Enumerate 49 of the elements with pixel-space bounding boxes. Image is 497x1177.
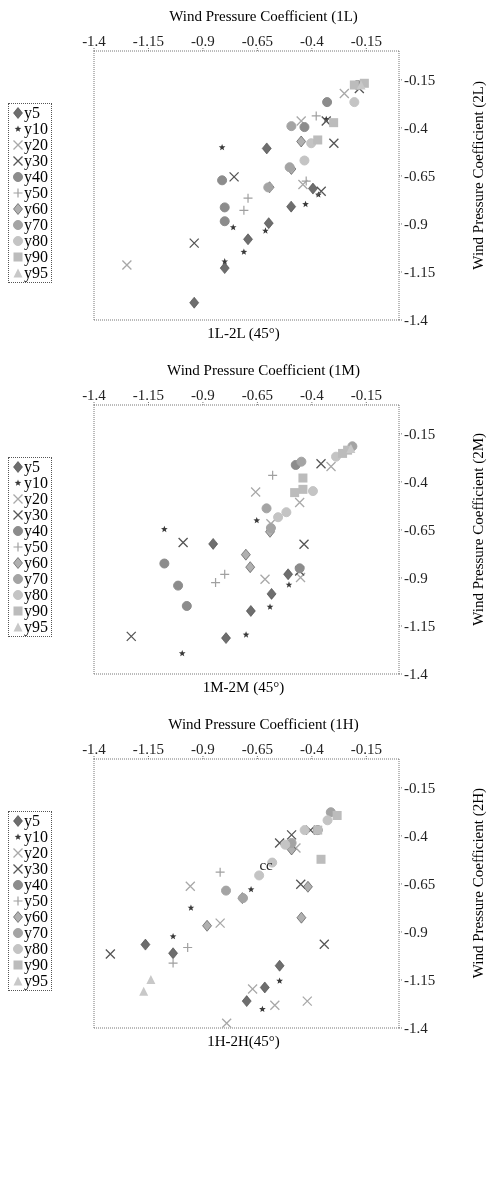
y-tick-label: -1.4 — [404, 1020, 429, 1037]
legend-label: y5 — [24, 104, 40, 121]
y-tick-label: -1.15 — [404, 618, 436, 635]
x-tick-label: -0.15 — [350, 741, 382, 757]
x-tick-label: -0.9 — [191, 741, 215, 757]
x-tick-label: -0.4 — [299, 387, 325, 403]
x-tick-label: -0.9 — [191, 33, 215, 49]
x-tick-label: -1.4 — [82, 33, 107, 49]
y-tick-label: -1.4 — [404, 312, 429, 329]
x-tick-label: -0.9 — [191, 387, 215, 403]
y-tick-label: -0.15 — [404, 426, 436, 443]
x-tick-label: -1.15 — [132, 33, 165, 49]
x-tick-label: -0.15 — [350, 33, 382, 49]
y-axis-title: Wind Pressure Coefficient (2M) — [470, 432, 487, 626]
x-axis-title: Wind Pressure Coefficient (1M) — [166, 362, 361, 379]
x-tick-label: -0.4 — [299, 33, 325, 49]
x-tick-label: -0.15 — [350, 387, 382, 403]
y-axis-title: Wind Pressure Coefficient (2H) — [470, 787, 487, 979]
x-tick-label: -0.65 — [241, 33, 274, 49]
x-tick-label: -1.15 — [132, 741, 165, 757]
y-tick-label: -0.9 — [404, 570, 428, 587]
annotation: cc — [259, 857, 274, 873]
text: 1M-2M (45°) — [202, 679, 285, 695]
y-tick-label: -0.4 — [404, 120, 429, 137]
x-axis-title: Wind Pressure Coefficient (1H) — [167, 716, 360, 733]
x-tick-label: -0.65 — [241, 741, 274, 757]
text: 1L-2L (45°) — [207, 325, 280, 341]
y-tick-label: -0.15 — [404, 72, 436, 89]
y-tick-label: -0.9 — [404, 924, 428, 941]
x-tick-label: -1.4 — [82, 741, 107, 757]
y-axis-title: Wind Pressure Coefficient (2L) — [470, 80, 487, 270]
x-axis-title: Wind Pressure Coefficient (1L) — [168, 8, 359, 25]
y-tick-label: -0.4 — [404, 828, 429, 845]
y-tick-label: -0.65 — [404, 522, 436, 539]
legend-label: y5 — [24, 458, 40, 475]
x-tick-label: -0.4 — [299, 741, 325, 757]
legend-label: y5 — [24, 812, 40, 829]
y-tick-label: -1.4 — [404, 666, 429, 683]
y-tick-label: -0.4 — [404, 474, 429, 491]
y-tick-label: -0.65 — [404, 876, 436, 893]
x-tick-label: -1.4 — [82, 387, 107, 403]
y-tick-label: -0.15 — [404, 780, 436, 797]
y-tick-label: -0.65 — [404, 168, 436, 185]
y-tick-label: -0.9 — [404, 216, 428, 233]
y-tick-label: -1.15 — [404, 972, 436, 989]
y-tick-label: -1.15 — [404, 264, 436, 281]
x-tick-label: -1.15 — [132, 387, 165, 403]
x-tick-label: -0.65 — [241, 387, 274, 403]
text: 1H-2H(45°) — [207, 1033, 280, 1049]
